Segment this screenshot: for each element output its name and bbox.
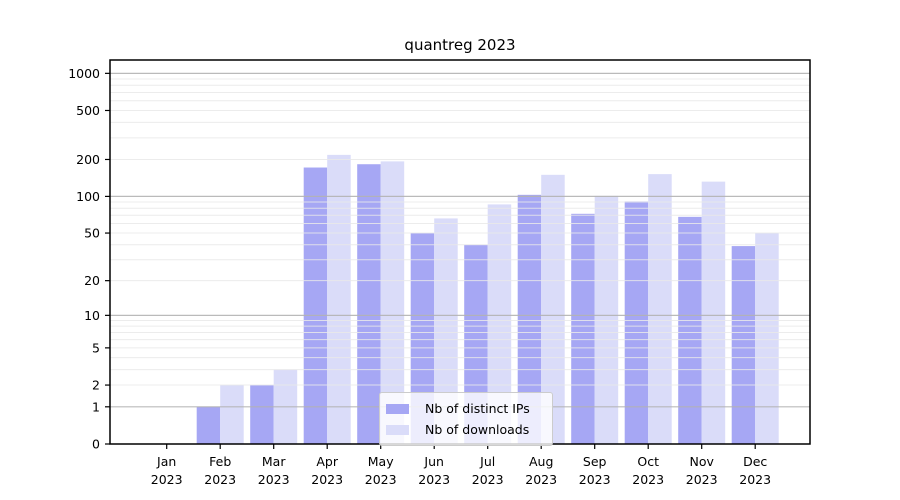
- x-tick-label-year: 2023: [739, 472, 771, 487]
- bar-may-distinct-ips: [357, 164, 381, 445]
- x-tick-label-year: 2023: [418, 472, 450, 487]
- x-tick-label-month: Sep: [583, 454, 607, 469]
- chart-title: quantreg 2023: [404, 36, 516, 54]
- y-tick-label: 1000: [68, 66, 100, 81]
- bar-oct-downloads: [648, 174, 672, 444]
- x-tick-label-year: 2023: [365, 472, 397, 487]
- x-tick-label-month: Nov: [689, 454, 714, 469]
- x-tick-label-year: 2023: [311, 472, 343, 487]
- x-tick-label-month: Oct: [637, 454, 659, 469]
- bar-nov-downloads: [701, 181, 726, 445]
- x-tick-label-month: May: [368, 454, 394, 469]
- bar-feb-distinct-ips: [196, 406, 221, 444]
- y-tick-label: 1: [92, 399, 100, 414]
- x-tick-label-year: 2023: [151, 472, 183, 487]
- y-tick-label: 200: [76, 152, 100, 167]
- bar-jul-downloads: [487, 204, 512, 444]
- x-tick-label-month: Jan: [156, 454, 176, 469]
- bar-nov-distinct-ips: [678, 216, 702, 444]
- bar-apr-downloads: [327, 154, 351, 445]
- bar-dec-downloads: [755, 233, 779, 444]
- bar-dec-distinct-ips: [731, 246, 756, 444]
- x-tick-label-year: 2023: [632, 472, 664, 487]
- x-tick-label-month: Feb: [209, 454, 231, 469]
- y-tick-label: 500: [76, 103, 100, 118]
- x-tick-label-year: 2023: [258, 472, 290, 487]
- legend-swatch-downloads: [386, 424, 409, 435]
- bar-oct-distinct-ips: [624, 201, 649, 444]
- bar-aug-downloads: [541, 174, 565, 444]
- x-tick-label-month: Dec: [743, 454, 767, 469]
- legend-label-downloads: Nb of downloads: [425, 422, 530, 437]
- y-tick-label: 50: [84, 226, 100, 241]
- x-tick-label-month: Apr: [316, 454, 338, 469]
- x-tick-label-year: 2023: [525, 472, 557, 487]
- bar-jun-distinct-ips: [410, 233, 435, 444]
- bar-mar-distinct-ips: [250, 385, 274, 444]
- bar-jun-downloads: [434, 218, 458, 444]
- x-tick-label-year: 2023: [579, 472, 611, 487]
- bar-aug-distinct-ips: [517, 194, 542, 444]
- bar-sep-distinct-ips: [571, 213, 595, 444]
- legend: Nb of distinct IPs Nb of downloads: [379, 392, 553, 446]
- x-tick-label-month: Mar: [262, 454, 286, 469]
- bar-may-downloads: [380, 161, 405, 445]
- y-tick-label: 0: [92, 437, 100, 452]
- x-tick-label-month: Jun: [423, 454, 444, 469]
- y-tick-label: 20: [84, 273, 100, 288]
- x-tick-label-year: 2023: [686, 472, 718, 487]
- x-tick-label-month: Jul: [479, 454, 495, 469]
- x-tick-label-year: 2023: [204, 472, 236, 487]
- y-tick-label: 2: [92, 378, 100, 393]
- legend-item-downloads: Nb of downloads: [386, 419, 544, 440]
- legend-swatch-distinct-ips: [386, 403, 409, 414]
- legend-label-distinct-ips: Nb of distinct IPs: [425, 401, 530, 416]
- bar-sep-downloads: [594, 195, 619, 444]
- legend-item-distinct-ips: Nb of distinct IPs: [386, 398, 544, 419]
- x-tick-label-year: 2023: [472, 472, 504, 487]
- x-tick-label-month: Aug: [529, 454, 553, 469]
- bar-apr-distinct-ips: [303, 167, 328, 444]
- y-tick-label: 100: [76, 189, 100, 204]
- y-tick-label: 10: [84, 308, 100, 323]
- bar-feb-downloads: [220, 385, 244, 444]
- y-tick-label: 5: [92, 340, 100, 355]
